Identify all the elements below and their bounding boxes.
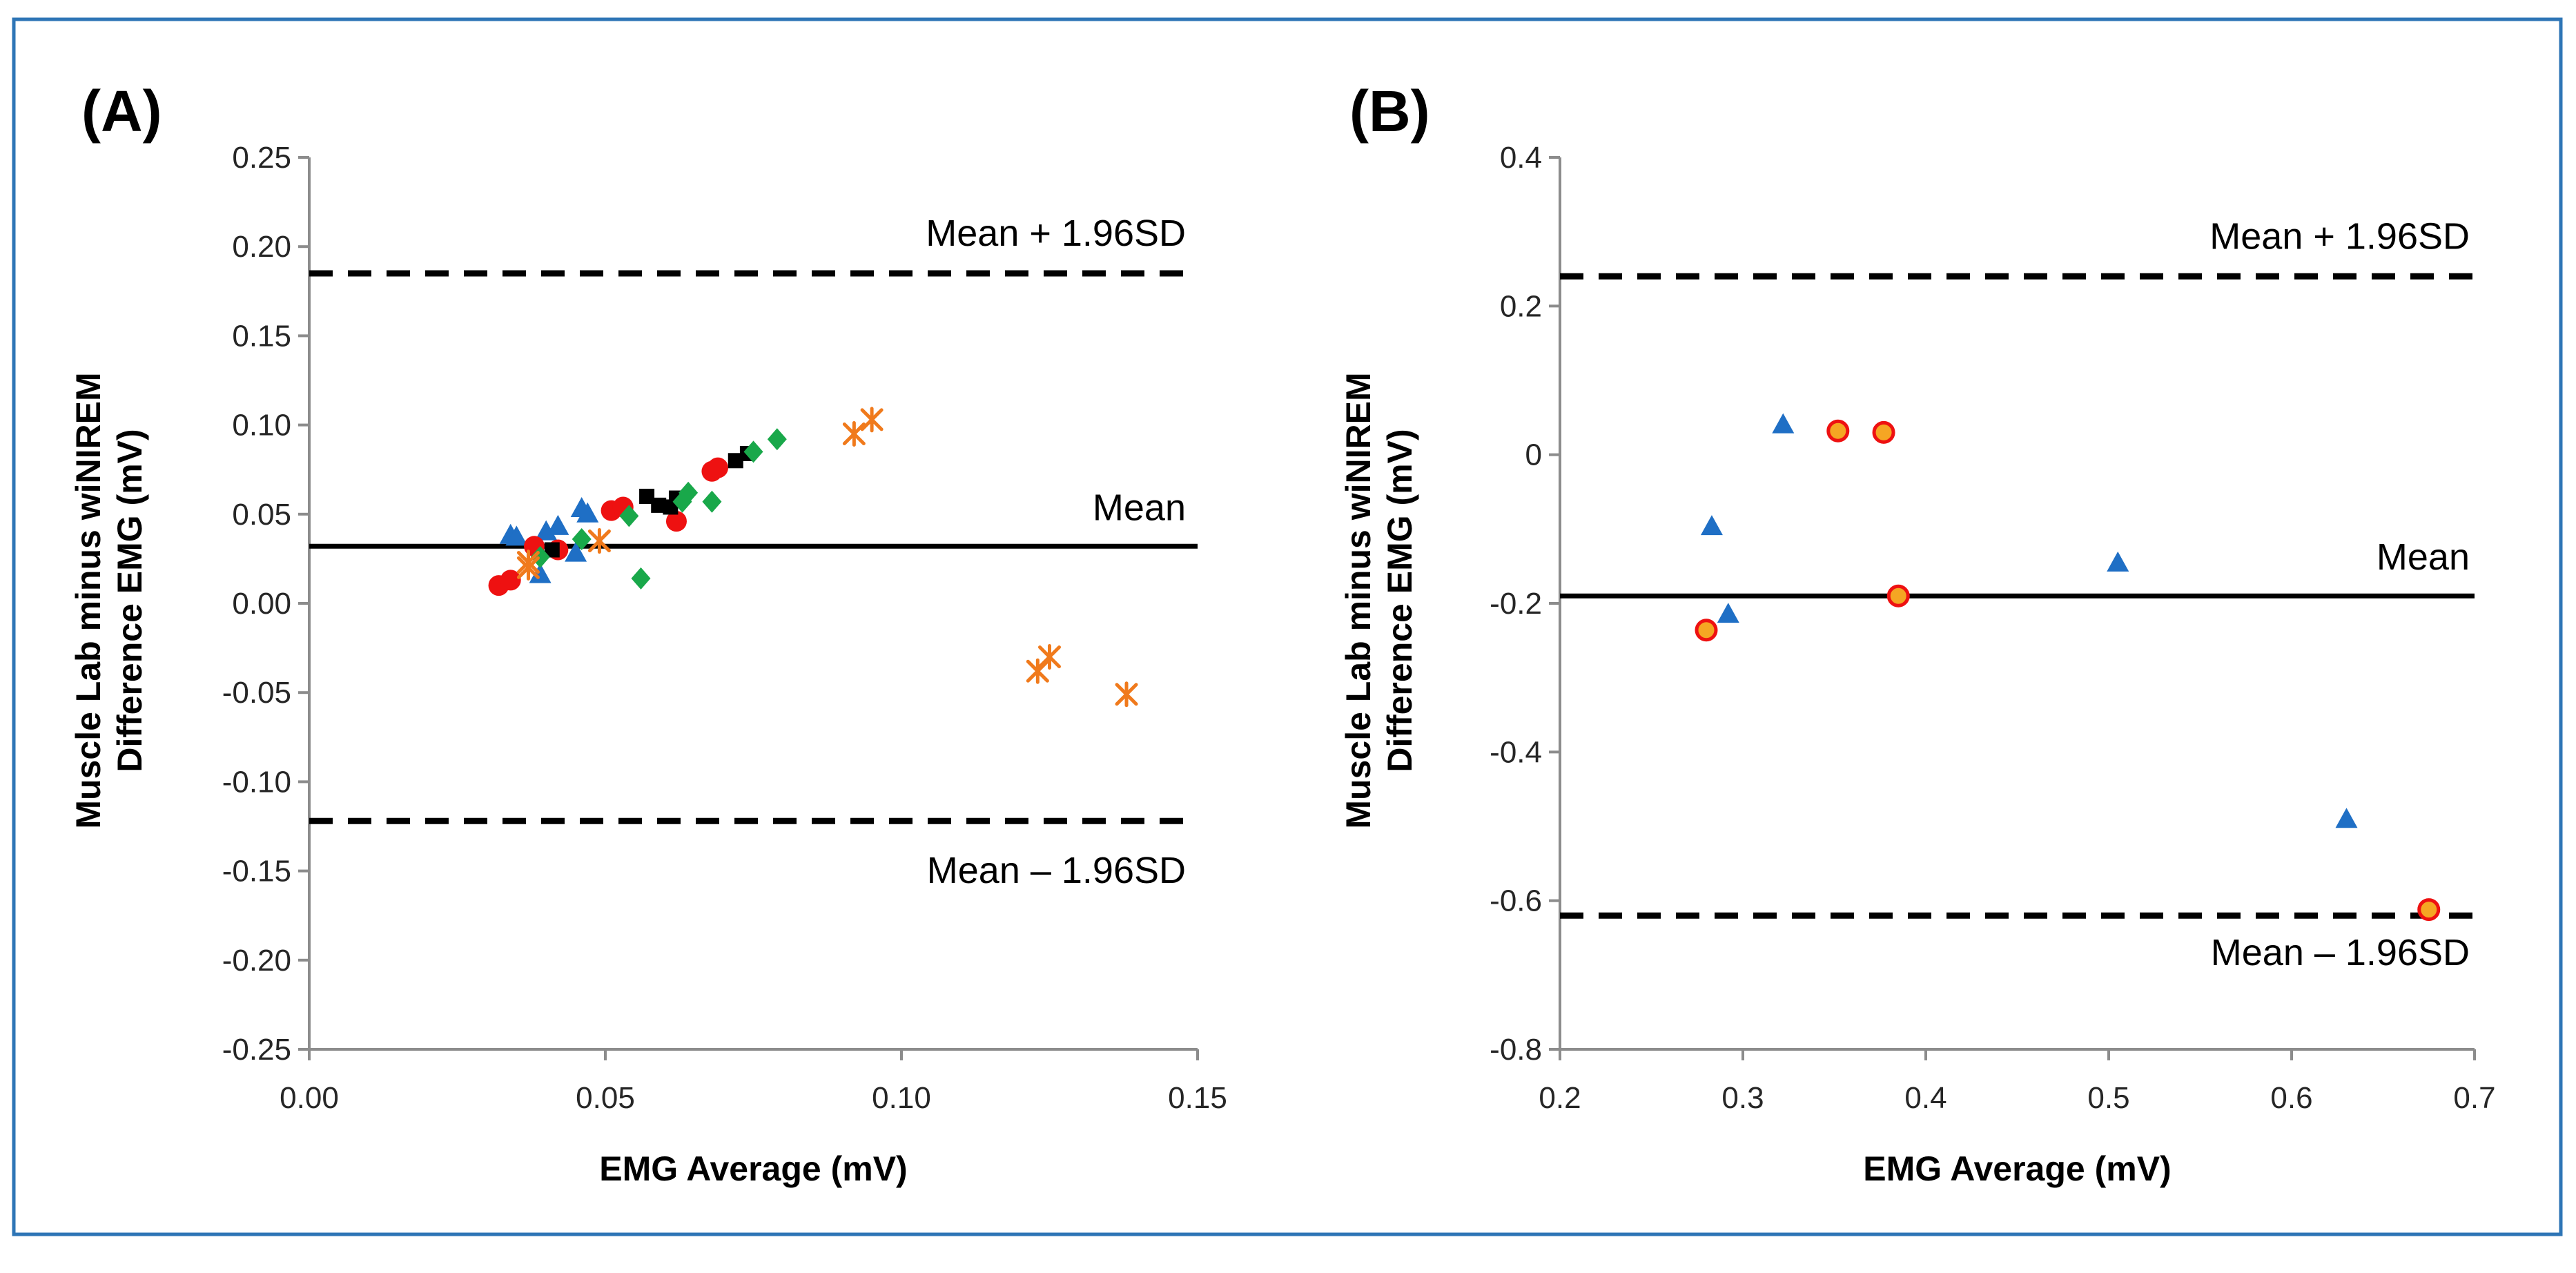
x-tick-label: 0.15 [1168,1081,1227,1115]
y-axis-title-line-1: Muscle Lab minus wiNIREM [1339,372,1378,828]
series-1-point-2 [529,563,552,583]
series-1-point-4 [2335,808,2358,828]
chart-panel-a: (A) 0.25 0.20 0.15 0.10 0.05 0.00 -0.05 -0.10 -0.… [69,79,1227,1188]
series-1-point-2 [1772,413,1795,434]
y-tick-label: -0.15 [222,855,291,888]
y-tick-label: 0.4 [1500,141,1542,175]
reference-line-label: Mean + 1.96SD [926,213,1186,254]
reference-line-label: Mean – 1.96SD [927,850,1186,891]
y-axis-title-line-2: Difference EMG (mV) [110,429,149,772]
series-2-point-2 [1872,420,1895,444]
series-2-point-6 [665,511,687,532]
series-4-point-3 [631,567,651,590]
series-2-point-1 [500,570,521,591]
series-2-point-1 [1826,419,1850,443]
figure-frame [12,17,2563,1236]
series-5-point-4 [860,407,884,433]
series-5-point-2 [587,528,611,554]
y-tick-label: 0 [1525,438,1542,472]
series-3-point-2 [651,497,667,513]
chart-panel-b: (B) 0.4 0.2 0 -0.2 -0.4 -0.6 -0.8 0.2 0.3 0.4 0.5 0.… [1339,79,2496,1188]
y-axis-title-line-1: Muscle Lab minus wiNIREM [69,372,108,828]
series-1-point-7 [576,502,599,523]
series-1-point-1 [505,525,528,546]
series-3-point-1 [639,488,655,504]
y-tick-label: 0.05 [232,498,291,532]
series-4-point-2 [619,505,639,527]
x-axis-title: EMG Average (mV) [1863,1149,2171,1188]
panel-label: (A) [81,79,162,144]
x-tick-label: 0.3 [1721,1081,1764,1115]
series-series-4 [530,428,787,590]
y-tick-label: -0.4 [1490,735,1542,769]
x-tick-label: 0.00 [280,1081,339,1115]
y-tick-label: -0.05 [222,676,291,710]
series-1-point-0 [1700,515,1723,536]
x-tick-label: 0.6 [2270,1081,2312,1115]
y-tick-label: 0.15 [232,319,291,353]
y-tick-label: -0.20 [222,944,291,978]
series-5-point-1 [516,550,540,576]
y-tick-label: -0.25 [222,1033,291,1067]
series-1-point-3 [535,520,558,541]
series-2-point-8 [708,457,729,478]
reference-line-label: Mean [1093,487,1186,528]
y-tick-label: 0.20 [232,230,291,264]
y-tick-label: -0.10 [222,765,291,799]
series-3-point-0 [544,542,560,558]
series-series-5 [516,407,1138,708]
panel-label: (B) [1349,79,1430,144]
x-axis-title: EMG Average (mV) [599,1149,907,1188]
y-axis-title-line-2: Difference EMG (mV) [1380,429,1419,772]
x-tick-label: 0.05 [576,1081,635,1115]
y-tick-label: 0.00 [232,587,291,621]
series-series-2 [488,457,729,596]
series-5-point-3 [842,421,866,447]
reference-line-label: Mean – 1.96SD [2211,932,2470,973]
series-series-1 [499,497,599,583]
series-5-point-7 [1115,681,1138,708]
y-tick-label: 0.10 [232,409,291,443]
series-4-point-7 [743,440,763,463]
series-2-point-3 [1886,584,1910,608]
series-4-point-5 [679,481,699,504]
x-tick-label: 0.10 [872,1081,931,1115]
series-5-point-6 [1038,644,1061,670]
series-3-point-5 [728,453,743,469]
series-series-1 [1700,413,2358,828]
series-4-point-6 [702,490,722,513]
x-tick-label: 0.4 [1904,1081,1946,1115]
series-1-point-3 [2107,551,2129,572]
series-4-point-1 [572,527,592,550]
series-1-point-1 [1717,603,1739,623]
y-tick-label: 0.25 [232,141,291,175]
reference-line-label: Mean + 1.96SD [2209,215,2470,257]
reference-line-label: Mean [2377,536,2470,578]
series-4-point-8 [767,428,787,451]
series-2-point-0 [1695,619,1718,642]
series-series-2 [1695,419,2441,922]
y-tick-label: -0.6 [1490,884,1542,918]
series-1-point-5 [565,541,587,562]
x-tick-label: 0.2 [1539,1081,1581,1115]
y-tick-label: 0.2 [1500,289,1542,323]
x-tick-label: 0.7 [2453,1081,2495,1115]
series-1-point-4 [547,514,569,535]
series-2-point-4 [2417,898,2441,922]
x-tick-label: 0.5 [2087,1081,2129,1115]
y-tick-label: -0.8 [1490,1033,1542,1067]
y-tick-label: -0.2 [1490,587,1542,621]
